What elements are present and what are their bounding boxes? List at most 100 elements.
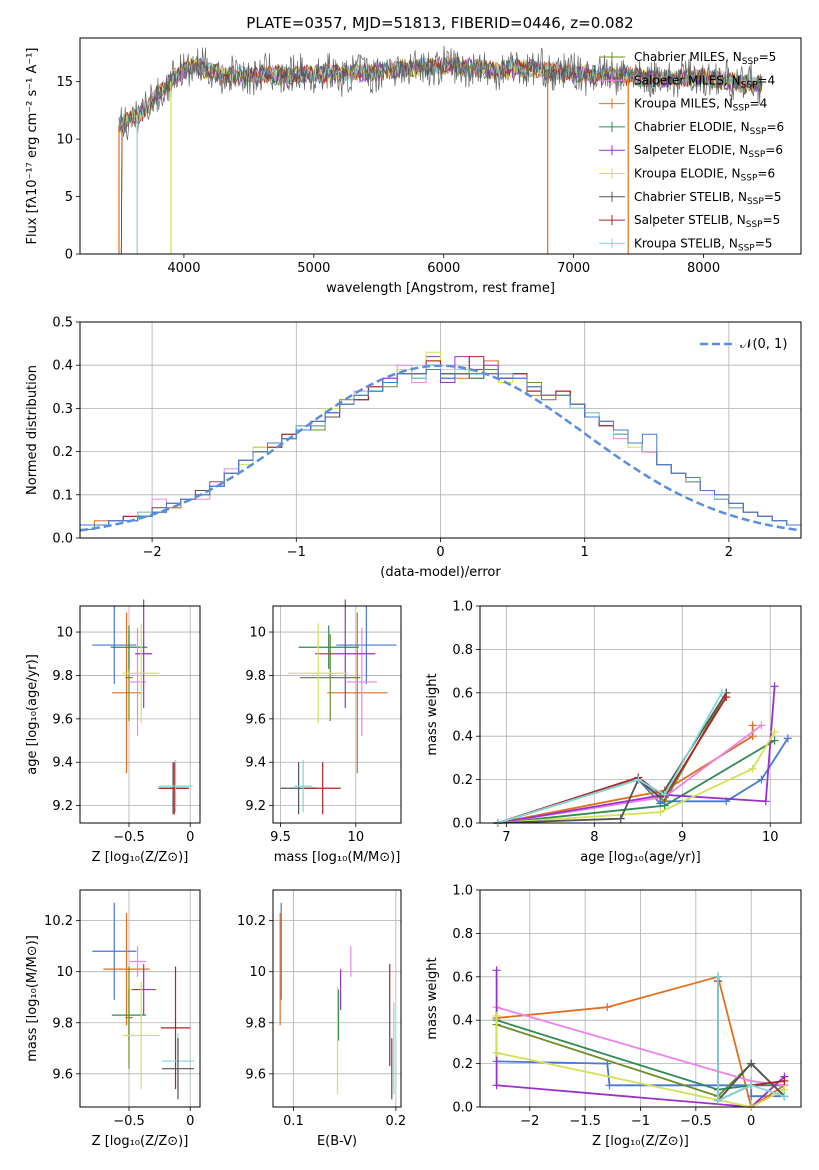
spectrum-line (118, 45, 763, 141)
weight-marker (616, 814, 625, 823)
weight-marker (761, 797, 770, 806)
x-tick-label: 0.2 (386, 1114, 407, 1129)
y-tick-label: 10 (56, 133, 73, 148)
panel-mass-vs-EBV: 0.1 0.2 9.6 9.8 10 10.2 E(B-V) (237, 889, 407, 1149)
legend-n-prefix: , N (729, 213, 746, 227)
x-axis-label: E(B-V) (317, 1134, 357, 1149)
weight-marker (770, 727, 779, 736)
y-tick-label: 9.6 (245, 712, 266, 727)
x-tick-label: −1 (287, 545, 306, 560)
x-tick-label: 10 (762, 830, 779, 845)
weight-marker (783, 734, 792, 743)
y-tick-label: 9.4 (52, 756, 73, 771)
legend-series-name: Salpeter STELIB (634, 213, 729, 227)
x-tick-label: −0.5 (113, 1114, 145, 1129)
legend-n-prefix: , N (730, 190, 747, 204)
x-tick-label: 4000 (167, 261, 200, 276)
axes-frame (79, 605, 201, 824)
x-axis-label: Z [log₁₀(Z/Z⊙)] (592, 1134, 689, 1149)
weight-marker (713, 1096, 722, 1105)
legend-n-prefix: , N (733, 120, 750, 134)
weight-line (497, 731, 776, 824)
weight-marker (770, 682, 779, 691)
x-tick-label: 2 (725, 545, 733, 560)
axes-frame (79, 321, 802, 539)
weight-marker (757, 721, 766, 730)
legend-n-subscript: SSP (746, 220, 763, 230)
weight-marker (492, 1081, 501, 1090)
legend-label: Kroupa ELODIE, NSSP=6 (634, 167, 775, 184)
y-tick-label: 0.6 (452, 686, 473, 701)
x-axis-label: Z [log₁₀(Z/Z⊙)] (92, 1134, 189, 1149)
y-tick-label: 0.4 (452, 1014, 473, 1029)
panel-residuals: −2 −1 0 1 2 0.0 0.1 0.2 0.3 0.4 0.5 (data-model)/er… (25, 316, 802, 580)
legend-nssp-value: =6 (757, 167, 775, 181)
legend-label: Kroupa MILES, NSSP=4 (634, 97, 767, 114)
x-tick-label: −2 (520, 1114, 539, 1129)
weight-marker (747, 1059, 756, 1068)
weight-marker (492, 1048, 501, 1057)
y-tick-label: 0.0 (452, 817, 473, 832)
x-tick-label: −0.5 (113, 830, 145, 845)
weight-line (717, 976, 785, 1102)
x-tick-label: 0.1 (283, 1114, 304, 1129)
weight-marker (748, 732, 757, 741)
weight-marker (660, 801, 669, 810)
y-tick-label: 10 (249, 965, 266, 980)
x-axis-label: age [log₁₀(age/yr)] (580, 850, 701, 865)
legend-series-name: Chabrier ELODIE (634, 120, 733, 134)
y-tick-label: 0.0 (452, 1101, 473, 1116)
plot-area (492, 966, 789, 1111)
legend-n-prefix: , N (716, 97, 733, 111)
legend-nssp-value: =5 (764, 190, 782, 204)
legend-series-name: Chabrier STELIB (634, 190, 730, 204)
figure-title: PLATE=0357, MJD=51813, FIBERID=0446, z=0… (246, 14, 633, 32)
legend-label: Salpeter STELIB, NSSP=5 (634, 213, 780, 230)
weight-marker (770, 736, 779, 745)
plot-area (92, 599, 193, 815)
y-tick-label: 0.0 (52, 532, 73, 547)
panel-mass-vs-Z: −0.5 0 9.6 9.8 10 10.2 Z [log₁₀(Z/Z⊙)] mass [lo… (25, 889, 201, 1149)
panel-mass-weight-vs-age: 7 8 9 10 0.0 0.2 0.4 0.6 0.8 1.0 age [log₁₀(age/yr… (425, 600, 802, 865)
y-axis-label: mass [log₁₀(M/M⊙)] (25, 935, 40, 1062)
x-tick-label: 8000 (687, 261, 720, 276)
weight-line (496, 1060, 785, 1098)
y-tick-label: 15 (56, 75, 73, 90)
axes-frame (479, 605, 802, 824)
y-tick-label: 0.4 (452, 730, 473, 745)
x-tick-label: −0.5 (680, 1114, 712, 1129)
x-tick-label: 9 (678, 830, 686, 845)
legend-n-prefix: , N (721, 236, 738, 250)
weight-marker (634, 775, 643, 784)
panel-age-vs-Z: −0.5 0 9.2 9.4 9.6 9.8 10 Z [log₁₀(Z/Z⊙)] age [l… (25, 599, 201, 865)
y-tick-label: 0.1 (52, 488, 73, 503)
plot-area (493, 682, 792, 827)
legend-label: Chabrier ELODIE, NSSP=6 (634, 120, 784, 137)
weight-marker (780, 1092, 789, 1101)
y-tick-label: 5 (65, 190, 73, 205)
weight-marker (757, 775, 766, 784)
weight-marker (713, 972, 722, 981)
x-tick-label: 7 (502, 830, 510, 845)
weight-marker (780, 1076, 789, 1085)
legend-series-name: Kroupa ELODIE (634, 167, 724, 181)
weight-marker (492, 1011, 501, 1020)
weight-line (495, 1015, 785, 1108)
axes-frame (272, 605, 402, 824)
x-tick-label: −1 (631, 1114, 650, 1129)
plot-area (118, 45, 763, 255)
y-tick-label: 9.6 (245, 1067, 266, 1082)
legend-n-subscript: SSP (738, 243, 755, 253)
axes-frame (272, 889, 402, 1108)
x-axis-label: mass [log₁₀(M/M⊙)] (274, 850, 401, 865)
weight-marker (748, 764, 757, 773)
axes-frame (79, 37, 802, 255)
legend-nssp-value: =5 (763, 213, 781, 227)
y-tick-label: 0.6 (452, 970, 473, 985)
weight-line (497, 686, 776, 824)
panel-age-vs-mass: 9.5 10 9.2 9.4 9.6 9.8 10 mass [log₁₀(M/M⊙)] (245, 599, 402, 865)
legend-series-name: Salpeter ELODIE (634, 143, 732, 157)
y-tick-label: 9.2 (245, 799, 266, 814)
legend-series-name: Salpeter MILES (634, 73, 724, 87)
axes-frame (479, 889, 802, 1108)
